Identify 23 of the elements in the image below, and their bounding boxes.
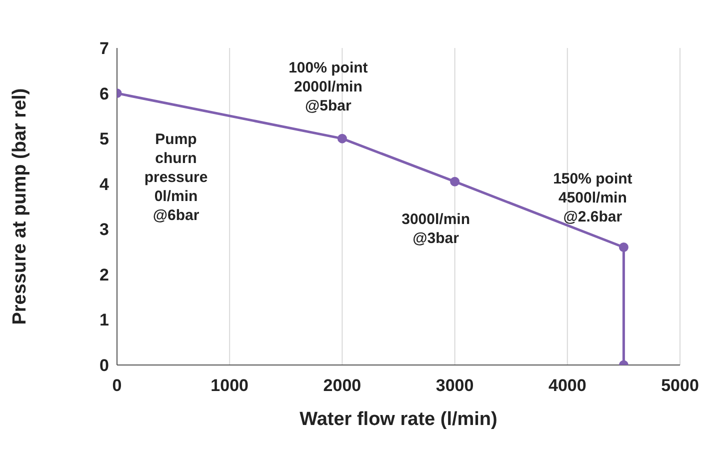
x-tick-label: 1000	[210, 376, 249, 396]
annotation: 150% point 4500l/min @2.6bar	[553, 170, 632, 226]
annotation: Pump churn pressure 0l/min @6bar	[143, 130, 209, 225]
x-tick-label: 2000	[323, 376, 362, 396]
y-tick-label: 6	[100, 84, 109, 104]
annotation: 3000l/min @3bar	[402, 211, 470, 248]
point	[450, 176, 460, 186]
y-tick-label: 3	[100, 220, 109, 240]
y-tick-label: 7	[100, 39, 109, 58]
annotation: 100% point 2000l/min @5bar	[288, 60, 368, 115]
y-tick-label: 4	[100, 174, 110, 194]
x-tick-label: 4000	[548, 376, 586, 396]
y-tick-label: 0	[100, 356, 109, 376]
x-axis-title: Water flow rate (l/min)	[300, 409, 498, 430]
x-tick-label: 5000	[661, 376, 699, 396]
y-axis-title: Pressure at pump (bar rel)	[10, 88, 31, 325]
x-tick-label: 3000	[436, 376, 474, 396]
y-tick-label: 5	[100, 130, 109, 149]
point	[618, 242, 628, 252]
y-tick-label: 2	[100, 265, 109, 284]
x-tick-label: 0	[112, 376, 122, 396]
point	[337, 134, 347, 144]
y-tick-label: 1	[100, 310, 109, 330]
